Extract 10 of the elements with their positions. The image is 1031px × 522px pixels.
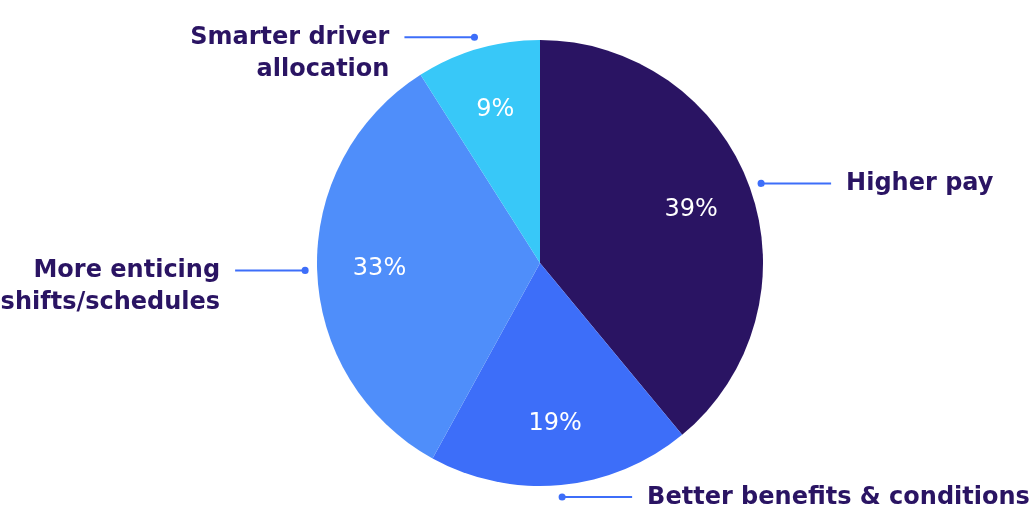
slice-label: Better benefits & conditions <box>647 481 1030 510</box>
pie-slice <box>420 40 540 263</box>
pie-slice <box>432 263 683 486</box>
data-label: 9% <box>476 93 515 122</box>
slice-label: Smarter driver allocation <box>190 22 390 83</box>
data-label: 39% <box>664 193 718 222</box>
slice-label: More enticing shifts/schedules <box>0 255 221 316</box>
slice-label: Higher pay <box>846 168 994 197</box>
data-label: 33% <box>352 253 407 282</box>
data-label: 19% <box>528 407 582 436</box>
